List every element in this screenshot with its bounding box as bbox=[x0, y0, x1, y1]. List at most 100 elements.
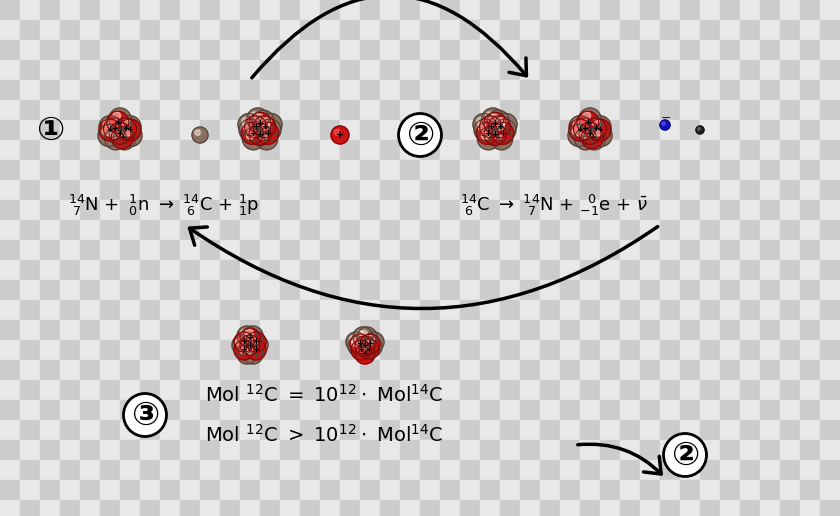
Bar bbox=[600, 80, 620, 100]
Circle shape bbox=[195, 130, 201, 135]
Bar bbox=[820, 380, 840, 400]
Bar bbox=[500, 460, 520, 480]
Circle shape bbox=[480, 126, 488, 134]
Bar bbox=[160, 380, 180, 400]
Bar bbox=[240, 40, 260, 60]
Bar bbox=[180, 240, 200, 260]
Bar bbox=[520, 380, 540, 400]
Bar bbox=[720, 120, 740, 140]
Bar bbox=[620, 160, 640, 180]
Bar bbox=[440, 100, 460, 120]
Bar bbox=[20, 140, 40, 160]
Bar bbox=[340, 300, 360, 320]
Bar bbox=[700, 280, 720, 300]
Circle shape bbox=[109, 122, 131, 144]
Bar bbox=[260, 80, 280, 100]
Bar bbox=[260, 60, 280, 80]
Bar bbox=[440, 60, 460, 80]
Bar bbox=[460, 300, 480, 320]
Bar bbox=[480, 20, 500, 40]
Bar bbox=[40, 80, 60, 100]
Bar bbox=[200, 420, 220, 440]
Bar bbox=[680, 440, 700, 460]
Bar bbox=[640, 440, 660, 460]
Bar bbox=[60, 180, 80, 200]
Bar bbox=[20, 200, 40, 220]
Bar bbox=[780, 500, 800, 516]
Bar bbox=[80, 220, 100, 240]
Bar bbox=[80, 380, 100, 400]
Bar bbox=[560, 460, 580, 480]
Bar bbox=[520, 340, 540, 360]
Bar bbox=[60, 220, 80, 240]
Bar bbox=[340, 420, 360, 440]
Circle shape bbox=[107, 111, 129, 133]
Bar bbox=[280, 400, 300, 420]
Bar bbox=[380, 300, 400, 320]
Bar bbox=[340, 320, 360, 340]
Bar bbox=[580, 140, 600, 160]
Text: +: + bbox=[589, 133, 596, 142]
Bar bbox=[680, 140, 700, 160]
Bar bbox=[740, 360, 760, 380]
Bar bbox=[300, 180, 320, 200]
Circle shape bbox=[477, 128, 500, 150]
Bar bbox=[180, 340, 200, 360]
Bar bbox=[200, 360, 220, 380]
Circle shape bbox=[473, 114, 495, 136]
Circle shape bbox=[114, 118, 136, 140]
Bar bbox=[320, 360, 340, 380]
Bar bbox=[80, 440, 100, 460]
Bar bbox=[820, 280, 840, 300]
Bar bbox=[700, 180, 720, 200]
Bar bbox=[460, 320, 480, 340]
Bar bbox=[820, 100, 840, 120]
Bar bbox=[580, 340, 600, 360]
Bar bbox=[420, 480, 440, 500]
Bar bbox=[40, 260, 60, 280]
Bar bbox=[0, 260, 20, 280]
Circle shape bbox=[250, 112, 259, 120]
Bar bbox=[520, 140, 540, 160]
Bar bbox=[160, 500, 180, 516]
Bar bbox=[0, 440, 20, 460]
Bar bbox=[360, 380, 380, 400]
Bar bbox=[660, 120, 680, 140]
Text: +: + bbox=[491, 119, 498, 128]
Bar bbox=[760, 380, 780, 400]
Bar bbox=[160, 260, 180, 280]
Bar bbox=[720, 240, 740, 260]
Circle shape bbox=[243, 344, 263, 364]
Text: +: + bbox=[117, 129, 123, 138]
Bar bbox=[60, 340, 80, 360]
Bar bbox=[780, 200, 800, 220]
Bar bbox=[620, 260, 640, 280]
Bar bbox=[400, 480, 420, 500]
Circle shape bbox=[480, 116, 501, 138]
Circle shape bbox=[243, 128, 265, 150]
Bar bbox=[160, 140, 180, 160]
Bar bbox=[80, 60, 100, 80]
Bar bbox=[20, 220, 40, 240]
Bar bbox=[760, 320, 780, 340]
Bar bbox=[0, 220, 20, 240]
Bar bbox=[260, 340, 280, 360]
Bar bbox=[780, 420, 800, 440]
Bar bbox=[520, 440, 540, 460]
Bar bbox=[160, 480, 180, 500]
Bar bbox=[600, 460, 620, 480]
Bar bbox=[380, 60, 400, 80]
Circle shape bbox=[123, 128, 132, 136]
Bar bbox=[780, 400, 800, 420]
Bar bbox=[760, 340, 780, 360]
Bar bbox=[120, 500, 140, 516]
Bar bbox=[660, 300, 680, 320]
Bar bbox=[180, 380, 200, 400]
Bar bbox=[580, 360, 600, 380]
Bar bbox=[160, 320, 180, 340]
Bar bbox=[200, 300, 220, 320]
Text: ②: ② bbox=[671, 439, 699, 472]
Bar bbox=[160, 280, 180, 300]
Bar bbox=[320, 80, 340, 100]
Bar bbox=[260, 440, 280, 460]
